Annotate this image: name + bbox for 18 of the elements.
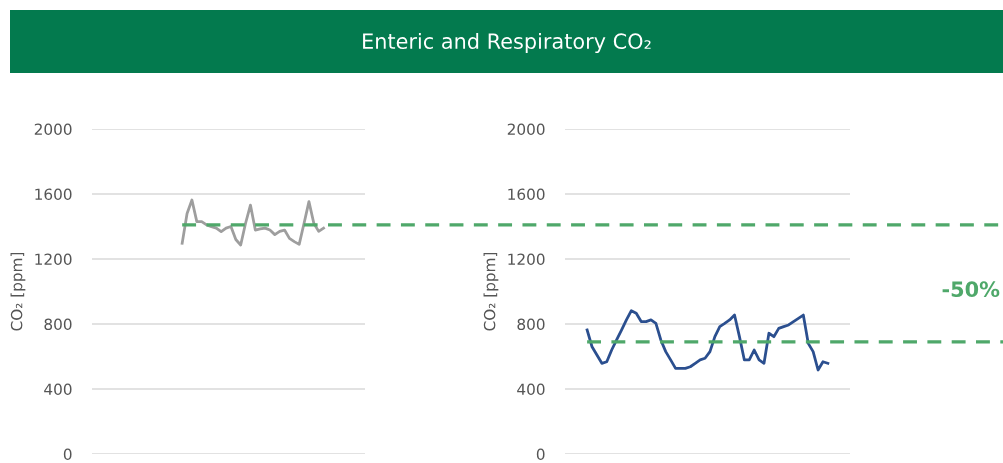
y-tick-label: 1600	[508, 188, 545, 201]
line-series	[585, 309, 830, 372]
y-tick-label: 2000	[34, 123, 72, 136]
text: Enteric and Respiratory CO₂	[363, 32, 651, 54]
y-axis-title: CO₂ [ppm]	[483, 252, 499, 331]
y-tick-label: 1200	[508, 253, 545, 266]
y-tick-label: 0	[536, 448, 545, 461]
line-series	[180, 198, 325, 247]
y-tick-label: 2000	[507, 123, 545, 136]
y-tick-label: 800	[44, 318, 72, 331]
y-axis-title: CO₂ [ppm]	[10, 252, 26, 331]
y-tick-label: 800	[517, 318, 545, 331]
y-tick-label: 400	[517, 383, 545, 396]
text: -50%	[942, 281, 1000, 298]
y-tick-label: 0	[63, 448, 72, 461]
y-tick-label: 1600	[35, 188, 72, 201]
y-tick-label: 400	[44, 383, 72, 396]
y-tick-label: 1200	[35, 253, 72, 266]
